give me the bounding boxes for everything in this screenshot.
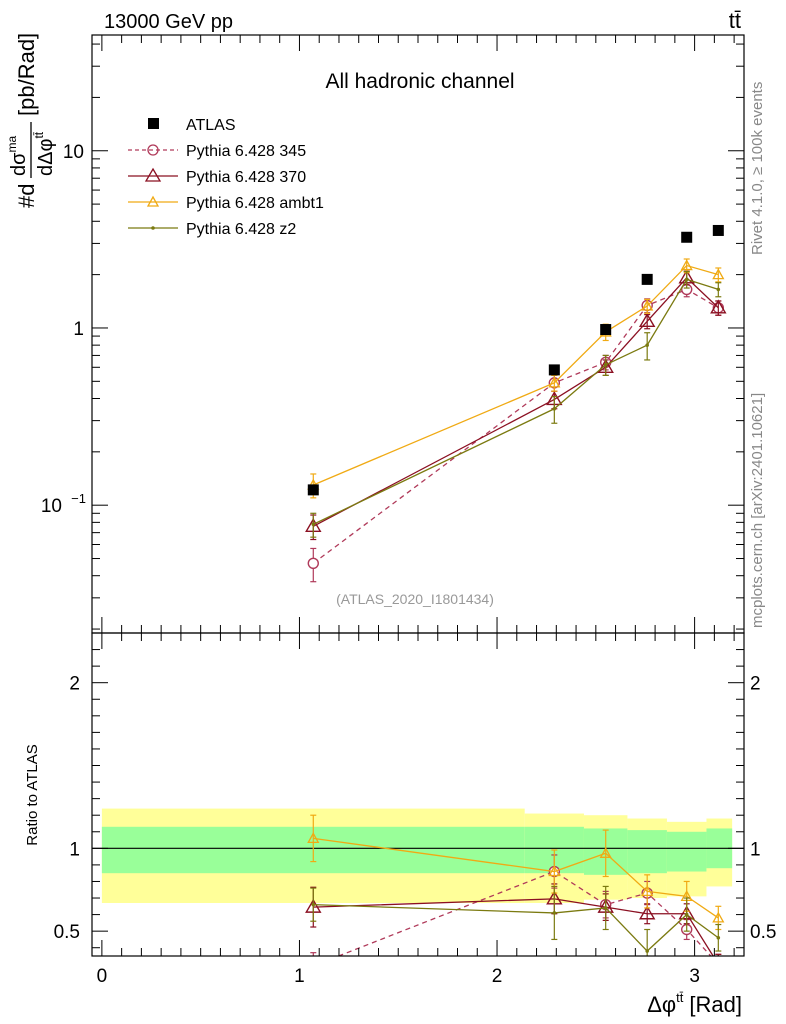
ratio-pythia-345-line <box>336 870 712 956</box>
pythia-ambt1-marker <box>680 259 693 271</box>
legend-entry-345: Pythia 6.428 345 <box>128 143 306 160</box>
ratio-pythia-ambt1-marker <box>712 911 725 923</box>
main-chart-title: All hadronic channel <box>325 70 514 93</box>
ratio-axis-ticks: 0 1 2 3 0.5 0.5 1 1 2 2 <box>54 633 776 987</box>
ratio-pythia-ambt1-marker <box>307 832 320 844</box>
atlas-data-point <box>548 364 560 376</box>
legend-entry-ambt1: Pythia 6.428 ambt1 <box>128 195 324 212</box>
ratio-pythia-370-line <box>313 898 714 956</box>
svg-text:dΔφtt̄: dΔφtt̄ <box>32 131 57 176</box>
ylabel-numerator-sup: ma <box>5 136 19 153</box>
rivet-version-label: Rivet 4.1.0, ≥ 100k events <box>749 82 766 255</box>
pythia-ambt1-marker <box>712 268 725 280</box>
legend: ATLAS Pythia 6.428 345 Pythia 6.428 370 … <box>128 117 324 238</box>
pythia-345-marker <box>307 557 319 569</box>
ratio-pythia-345-marker <box>308 961 318 971</box>
y-tick-label: 2 <box>69 674 80 695</box>
pythia-z2-marker <box>684 277 689 282</box>
pythia-z2-marker <box>552 406 557 411</box>
ratio-pythia-ambt1-marker <box>641 885 654 897</box>
ratio-pythia-z2-marker <box>716 935 721 940</box>
legend-entry-370: Pythia 6.428 370 <box>128 167 306 186</box>
svg-text:dσma: dσma <box>5 136 30 176</box>
pythia-z2-marker <box>603 362 608 367</box>
ylabel-numerator: dσ <box>8 152 30 176</box>
x-tick-label: 2 <box>492 966 503 987</box>
pythia-370-marker <box>710 299 727 314</box>
ylabel-denominator: dΔφ <box>35 139 57 176</box>
x-tick-label: 1 <box>294 966 305 987</box>
ratio-data <box>305 814 725 971</box>
energy-label: 13000 GeV pp <box>104 11 233 33</box>
legend-label-345: Pythia 6.428 345 <box>186 143 306 160</box>
main-panel: 10 −1 1 10 <box>41 34 745 634</box>
ratio-pythia-ambt1-marker <box>599 846 612 858</box>
source-label: mcplots.cern.ch [arXiv:2401.10621] <box>749 393 766 628</box>
atlas-data-point <box>712 224 724 236</box>
ratio-pythia-345-marker <box>713 959 723 969</box>
atlas-data-point <box>600 324 612 336</box>
ylabel-unit: [pb/Rad] <box>14 33 39 116</box>
atlas-data-point <box>307 484 319 496</box>
y-tick-label: 1 <box>69 839 80 860</box>
ratio-pythia-z2-marker <box>645 949 649 953</box>
x-tick-label: 0 <box>97 966 108 987</box>
pythia-ambt1-line <box>313 264 719 486</box>
legend-label-atlas: ATLAS <box>186 117 236 134</box>
main-data <box>305 224 727 583</box>
legend-label-z2: Pythia 6.428 z2 <box>186 221 296 238</box>
ylabel-prefix: #d <box>14 184 39 208</box>
ratio-pythia-z2-marker <box>311 902 316 907</box>
legend-label-370: Pythia 6.428 370 <box>186 169 306 186</box>
pythia-370-marker <box>638 312 656 328</box>
ratio-pythia-370-marker <box>638 905 656 920</box>
pythia-345-line <box>312 288 719 564</box>
x-axis-label: Δφtt̄ [Rad] <box>647 990 742 1017</box>
main-y-axis-label: #d dσma dΔφtt̄ [pb/Rad] <box>5 33 57 208</box>
pythia-z2-line <box>313 278 719 525</box>
process-label: tt̄ <box>729 8 741 33</box>
ratio-pythia-ambt1-marker <box>548 865 561 877</box>
svg-text:[pb/Rad]: [pb/Rad] <box>14 33 39 116</box>
atlas-data-point <box>641 273 653 285</box>
pythia-z2-marker <box>645 343 649 347</box>
y-tick-label-exponent: −1 <box>71 491 86 506</box>
pythia-ambt1-marker <box>548 376 561 388</box>
legend-entry-z2: Pythia 6.428 z2 <box>128 221 296 238</box>
ratio-pythia-z2-marker <box>552 911 557 915</box>
band-green-segment <box>627 830 667 874</box>
y-tick-label-right: 2 <box>750 674 761 695</box>
pythia-ambt1-marker <box>641 299 654 311</box>
xlabel-sup: tt̄ <box>676 990 684 1005</box>
svg-text:#d: #d <box>14 184 39 208</box>
ratio-panel: 0 1 2 3 0.5 0.5 1 1 2 2 <box>54 632 776 987</box>
pythia-z2-marker <box>311 522 316 527</box>
ratio-y-axis-label: Ratio to ATLAS <box>24 744 41 845</box>
y-tick-label: 10 <box>63 142 84 163</box>
y-tick-label: 1 <box>73 319 84 340</box>
ratio-pythia-z2-marker <box>684 912 689 917</box>
ratio-pythia-z2-line <box>313 904 719 952</box>
ratio-bands <box>101 808 733 903</box>
ratio-pythia-370-marker <box>718 955 719 956</box>
legend-entry-atlas: ATLAS <box>148 117 236 134</box>
xlabel-main: Δφ <box>647 992 676 1017</box>
analysis-tag: (ATLAS_2020_I1801434) <box>336 591 494 607</box>
pythia-z2-marker <box>716 287 721 292</box>
y-tick-label-right: 0.5 <box>750 922 776 943</box>
band-green-segment <box>666 831 707 872</box>
x-tick-label: 3 <box>689 966 700 987</box>
y-tick-label: 0.5 <box>54 922 80 943</box>
main-axis-ticks: 10 −1 1 10 <box>41 35 744 633</box>
pythia-370-line <box>312 276 719 527</box>
ylabel-denominator-sup: tt̄ <box>32 131 46 138</box>
xlabel-unit: [Rad] <box>689 992 742 1017</box>
y-tick-label: 10 <box>41 496 62 517</box>
atlas-data-point <box>681 231 693 243</box>
ratio-pythia-z2-marker <box>603 906 608 910</box>
legend-label-ambt1: Pythia 6.428 ambt1 <box>186 195 324 212</box>
y-tick-label-right: 1 <box>750 839 761 860</box>
